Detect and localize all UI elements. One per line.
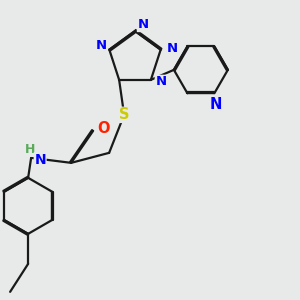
Text: N: N xyxy=(96,39,107,52)
Text: N: N xyxy=(34,153,46,167)
Text: H: H xyxy=(25,143,35,156)
Text: N: N xyxy=(155,75,167,88)
Text: O: O xyxy=(97,121,110,136)
Text: N: N xyxy=(167,42,178,55)
Text: N: N xyxy=(209,97,222,112)
Text: S: S xyxy=(119,107,129,122)
Text: N: N xyxy=(137,19,148,32)
